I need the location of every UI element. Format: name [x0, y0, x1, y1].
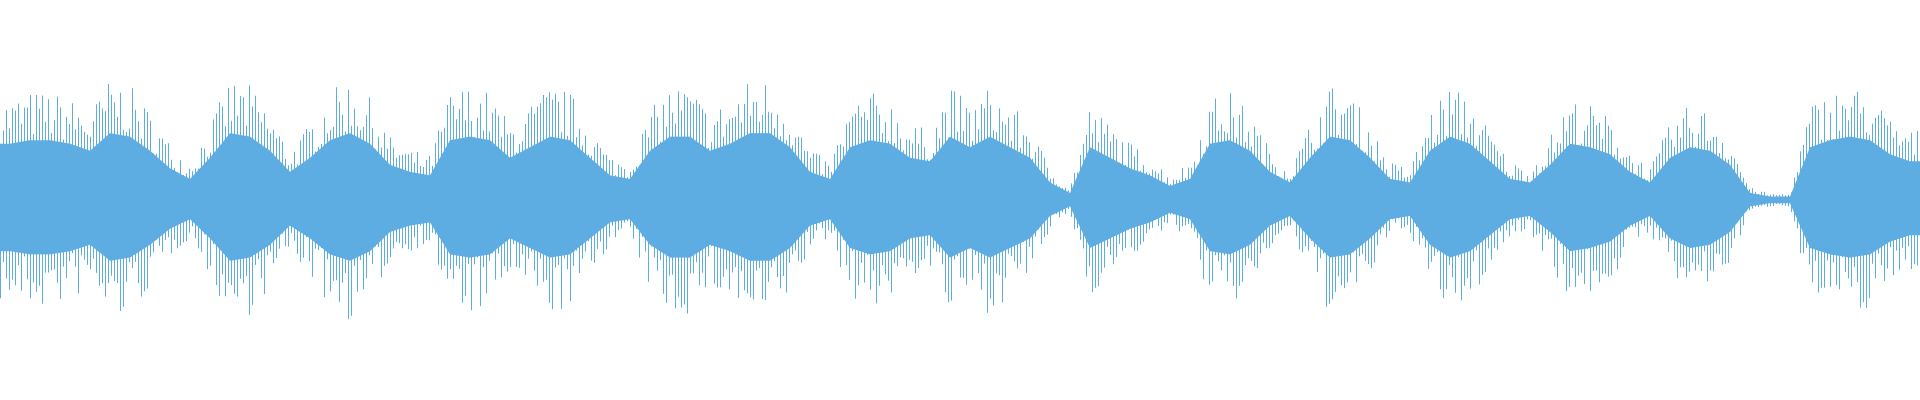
audio-waveform: [0, 84, 1920, 320]
